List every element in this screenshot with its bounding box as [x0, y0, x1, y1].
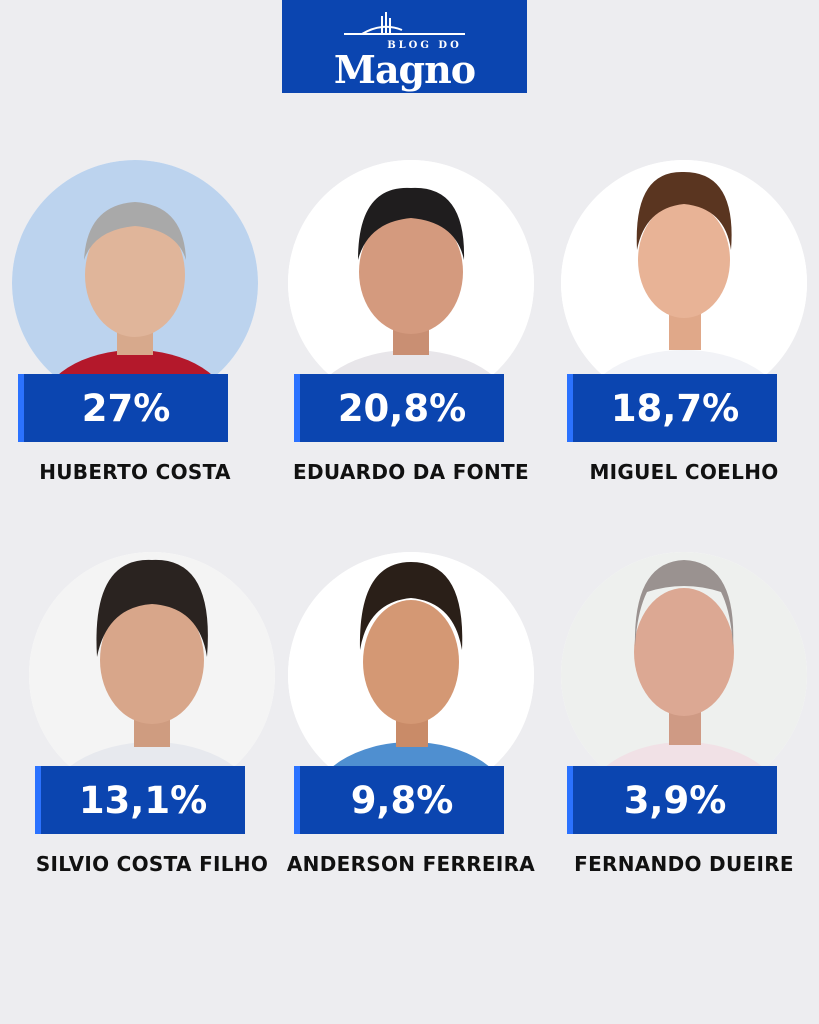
percentage-badge: 13,1%: [35, 766, 245, 834]
candidate-card-silvio-costa-filho: 13,1% SILVIO COSTA FILHO: [17, 552, 287, 892]
candidate-photo: [561, 552, 807, 798]
logo-skyline-icon: [344, 12, 465, 35]
percentage-badge: 20,8%: [294, 374, 504, 442]
candidate-card-anderson-ferreira: 9,8% ANDERSON FERREIRA: [276, 552, 546, 892]
candidate-name: EDUARDO DA FONTE: [293, 460, 529, 484]
candidate-name: FERNANDO DUEIRE: [574, 852, 794, 876]
portrait-icon: [29, 552, 275, 798]
candidate-photo: [288, 160, 534, 406]
candidate-card-miguel-coelho: 18,7% MIGUEL COELHO: [549, 160, 819, 500]
candidate-card-fernando-dueire: 3,9% FERNANDO DUEIRE: [549, 552, 819, 892]
candidate-card-huberto-costa: 27% HUBERTO COSTA: [0, 160, 270, 500]
candidate-card-eduardo-da-fonte: 20,8% EDUARDO DA FONTE: [276, 160, 546, 500]
candidate-name: SILVIO COSTA FILHO: [35, 852, 269, 876]
portrait-icon: [12, 160, 258, 406]
percentage-badge: 3,9%: [567, 766, 777, 834]
logo-magno: Magno: [333, 47, 476, 92]
portrait-icon: [288, 552, 534, 798]
candidate-name: ANDERSON FERREIRA: [286, 852, 536, 876]
portrait-icon: [561, 552, 807, 798]
percentage-badge: 9,8%: [294, 766, 504, 834]
portrait-icon: [288, 160, 534, 406]
candidate-name: HUBERTO COSTA: [39, 460, 231, 484]
candidate-photo: [561, 160, 807, 406]
candidate-photo: [29, 552, 275, 798]
candidate-photo: [12, 160, 258, 406]
percentage-badge: 18,7%: [567, 374, 777, 442]
candidate-photo: [288, 552, 534, 798]
portrait-icon: [561, 160, 807, 406]
logo-blog-do: BLOG DO: [387, 40, 462, 51]
percentage-badge: 27%: [18, 374, 228, 442]
candidate-name: MIGUEL COELHO: [589, 460, 779, 484]
blog-logo: BLOG DO Magno: [282, 0, 527, 93]
